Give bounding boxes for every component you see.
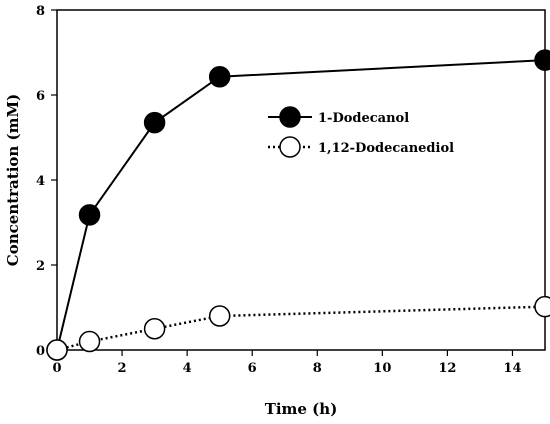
y-axis-title: Concentration (mM) bbox=[4, 94, 22, 266]
y-axis-ticks: 0 2 4 6 8 bbox=[36, 4, 57, 359]
y-tick-label: 6 bbox=[36, 89, 45, 104]
legend-item-1-dodecanol: 1-Dodecanol bbox=[268, 106, 409, 128]
data-point-open-series-2 bbox=[534, 295, 550, 318]
x-tick-label: 4 bbox=[183, 361, 192, 376]
x-tick-label: 14 bbox=[503, 361, 521, 376]
plot-frame bbox=[56, 9, 546, 351]
series-line-2 bbox=[56, 305, 546, 352]
x-tick-label: 0 bbox=[52, 361, 61, 376]
series-line-1 bbox=[56, 59, 546, 351]
legend-item-1-12-dodecanediol: 1,12-Dodecanediol bbox=[268, 136, 454, 158]
data-point-open-series-2 bbox=[208, 305, 231, 327]
y-tick-label: 2 bbox=[36, 259, 45, 274]
x-tick-label: 6 bbox=[248, 361, 257, 376]
x-tick-label: 12 bbox=[438, 361, 456, 376]
x-tick-label: 10 bbox=[373, 361, 391, 376]
y-tick-label: 0 bbox=[36, 344, 45, 359]
data-point-filled-series-1 bbox=[208, 65, 231, 88]
x-tick-label: 8 bbox=[313, 361, 322, 376]
x-axis-title: Time (h) bbox=[265, 400, 338, 418]
data-point-open-series-2 bbox=[46, 339, 68, 361]
data-point-filled-series-1 bbox=[534, 49, 550, 71]
data-point-open-series-2 bbox=[78, 330, 101, 353]
legend: 1-Dodecanol 1,12-Dodecanediol bbox=[268, 106, 454, 158]
data-point-filled-series-1 bbox=[143, 111, 166, 134]
legend-marker-open-circle bbox=[279, 136, 301, 158]
y-tick-label: 4 bbox=[36, 174, 45, 189]
data-point-open-series-2 bbox=[143, 318, 166, 340]
legend-label-1-12-dodecanediol: 1,12-Dodecanediol bbox=[318, 141, 454, 156]
x-tick-label: 2 bbox=[118, 361, 127, 376]
series-layer bbox=[46, 49, 550, 361]
data-point-filled-series-1 bbox=[78, 204, 101, 226]
x-axis-ticks: 0 2 4 6 8 10 12 14 bbox=[52, 350, 522, 376]
legend-label-1-dodecanol: 1-Dodecanol bbox=[318, 111, 409, 126]
y-tick-label: 8 bbox=[36, 4, 45, 19]
legend-marker-filled-circle bbox=[279, 106, 301, 128]
